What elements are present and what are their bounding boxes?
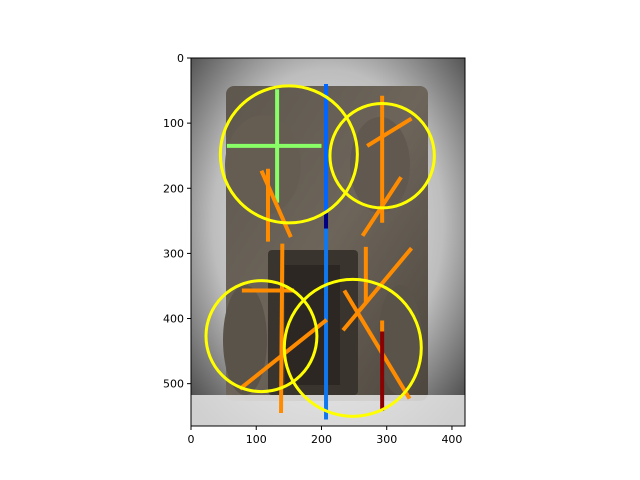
y-tick-label-5: 500 xyxy=(163,378,184,391)
y-tick-label-4: 400 xyxy=(163,313,184,326)
overlay-circle-2 xyxy=(204,279,319,394)
overlay-layer xyxy=(204,84,436,420)
x-tick-label-0: 0 xyxy=(188,433,195,446)
x-tick-label-2: 200 xyxy=(311,433,332,446)
y-tick-label-3: 300 xyxy=(163,247,184,260)
plot-frame xyxy=(190,57,466,427)
overlay-segment-6 xyxy=(259,169,293,238)
x-tick-label-1: 100 xyxy=(246,433,267,446)
overlay-circle-0 xyxy=(218,84,359,225)
x-tick-label-4: 400 xyxy=(441,433,462,446)
overlay-circle-1 xyxy=(328,102,436,210)
overlay-segment-10 xyxy=(342,289,412,400)
overlay-segment-12 xyxy=(341,246,414,332)
overlay-segment-14 xyxy=(366,116,413,148)
overlay-segment-7 xyxy=(279,243,285,413)
y-tick-label-1: 100 xyxy=(163,117,184,130)
y-tick-label-2: 200 xyxy=(163,182,184,195)
axes: 0 100 200 300 400 0 100 200 300 400 500 xyxy=(163,52,462,446)
x-tick-label-3: 300 xyxy=(376,433,397,446)
y-tick-label-0: 0 xyxy=(177,52,184,65)
overlay-circle-3 xyxy=(282,277,423,418)
